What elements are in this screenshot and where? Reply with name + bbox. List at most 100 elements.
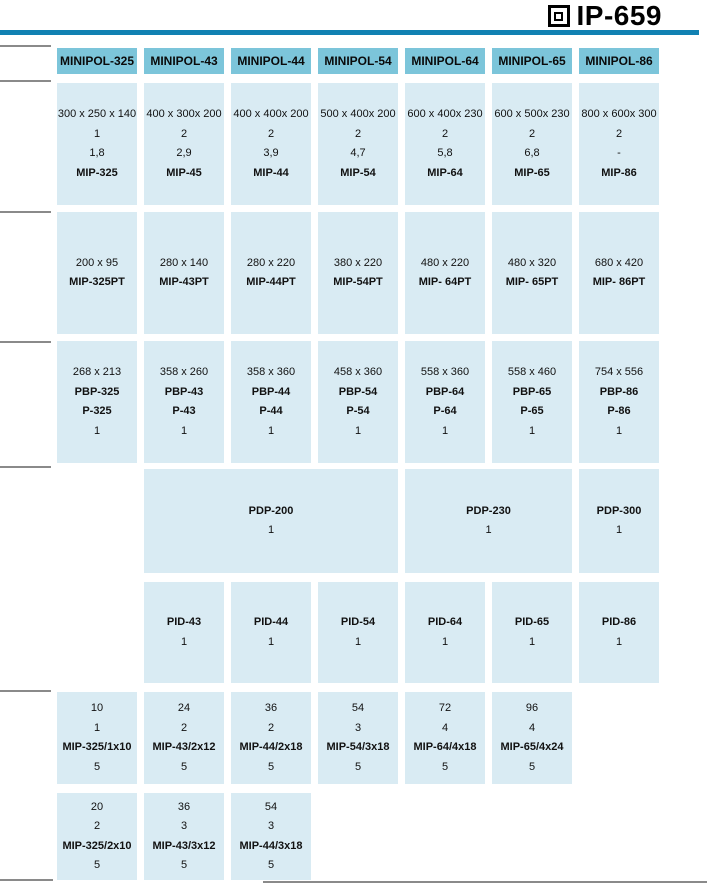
cell-line: 1 bbox=[267, 524, 275, 536]
cell-line: PID-54 bbox=[340, 616, 376, 628]
cell-line: 400 x 300x 200 bbox=[146, 108, 222, 120]
cell-line: P-325 bbox=[82, 405, 112, 417]
table-row: PDP-200 1 PDP-230 1 PDP-300 1 bbox=[57, 469, 659, 573]
cell-line: MIP-325PT bbox=[69, 276, 125, 288]
cell-line: 300 x 250 x 140 bbox=[57, 108, 137, 120]
cell-line: PDP-200 bbox=[248, 504, 294, 517]
cell-line: 6,8 bbox=[524, 147, 540, 159]
cell-line: 5 bbox=[93, 859, 101, 871]
table-cell: PID-65 1 bbox=[492, 582, 572, 683]
cell-line: MIP-43/3x12 bbox=[152, 839, 216, 852]
cell-line: 400 x 400x 200 bbox=[233, 108, 309, 120]
cell-line: PID-43 bbox=[166, 616, 202, 628]
table-header-row: MINIPOL-325 MINIPOL-43 MINIPOL-44 MINIPOL-5… bbox=[57, 48, 659, 74]
cell-line: MIP-54/3x18 bbox=[326, 741, 390, 753]
cell-line: 2 bbox=[180, 721, 188, 734]
cell-line: 1 bbox=[267, 635, 275, 648]
table-cell: PID-43 1 bbox=[144, 582, 224, 683]
table-cell: 558 x 360 PBP-64 P-64 1 bbox=[405, 341, 485, 463]
cell-line: 72 bbox=[438, 702, 452, 714]
cell-line: 1 bbox=[354, 635, 362, 648]
cell-line: PID-86 bbox=[601, 616, 637, 628]
table-cell: PID-64 1 bbox=[405, 582, 485, 683]
cell-line: 3 bbox=[267, 820, 275, 832]
cell-line: 1 bbox=[441, 424, 449, 437]
cell-line: PDP-230 bbox=[466, 504, 511, 517]
cell-line: 280 x 220 bbox=[246, 256, 296, 269]
cell-line: PBP-65 bbox=[512, 385, 552, 398]
table-row: 300 x 250 x 140 1 1,8 MIP-325 400 x 300x 200… bbox=[57, 83, 659, 205]
cell-line: 2 bbox=[354, 127, 362, 140]
cell-line: 280 x 140 bbox=[159, 256, 209, 269]
table-cell: 400 x 300x 200 2 2,9 MIP-45 bbox=[144, 83, 224, 205]
table-row: 20 2 MIP-325/2x10 5 36 3 MIP-43/3x12 5 54 3 MIP-44… bbox=[57, 793, 659, 880]
table-cell: 10 1 MIP-325/1x10 5 bbox=[57, 692, 137, 784]
table-cell: 500 x 400x 200 2 4,7 MIP-54 bbox=[318, 83, 398, 205]
cell-line: MIP-43/2x12 bbox=[152, 741, 216, 753]
table-cell: PID-86 1 bbox=[579, 582, 659, 683]
cell-line: 5 bbox=[180, 760, 188, 773]
cell-line: P-86 bbox=[607, 405, 631, 417]
table-cell: 36 3 MIP-43/3x12 5 bbox=[144, 793, 224, 880]
cell-line: 54 bbox=[351, 702, 365, 714]
table-cell: 24 2 MIP-43/2x12 5 bbox=[144, 692, 224, 784]
cell-line: 1 bbox=[93, 721, 101, 734]
cell-line: 458 x 360 bbox=[333, 366, 383, 378]
cell-line: MIP-44PT bbox=[246, 276, 296, 288]
cell-line: 4 bbox=[441, 721, 449, 734]
table-cell: PID-44 1 bbox=[231, 582, 311, 683]
table-cell: 200 x 95 MIP-325PT bbox=[57, 212, 137, 334]
table-cell: 54 3 MIP-44/3x18 5 bbox=[231, 793, 311, 880]
page-title: IP-659 bbox=[576, 0, 662, 31]
cell-line: PID-65 bbox=[514, 616, 550, 628]
table-cell: PID-54 1 bbox=[318, 582, 398, 683]
table-cell: 54 3 MIP-54/3x18 5 bbox=[318, 692, 398, 784]
cell-line: 5 bbox=[267, 859, 275, 871]
cell-line: MIP-44/2x18 bbox=[239, 741, 303, 753]
cell-line: 358 x 360 bbox=[246, 366, 296, 378]
cell-line: 1 bbox=[615, 524, 623, 536]
cell-line: PDP-300 bbox=[596, 504, 642, 517]
table-cell: PDP-300 1 bbox=[579, 469, 659, 573]
cell-line: 1 bbox=[615, 424, 623, 437]
cell-line: 36 bbox=[177, 800, 191, 813]
cell-line: MIP-65/4x24 bbox=[500, 741, 564, 753]
cell-line: 1 bbox=[485, 524, 492, 536]
cell-line: MIP-64 bbox=[427, 166, 463, 179]
cell-line: 480 x 220 bbox=[420, 256, 470, 269]
cell-line: 558 x 360 bbox=[420, 366, 470, 378]
cell-line: 600 x 400x 230 bbox=[407, 108, 483, 120]
table-row: 268 x 213 PBP-325 P-325 1 358 x 260 PBP-43 P-4… bbox=[57, 341, 659, 463]
cell-line: 5 bbox=[180, 859, 188, 871]
table-cell: 72 4 MIP-64/4x18 5 bbox=[405, 692, 485, 784]
row-separator-line bbox=[0, 879, 53, 881]
table-cell: 20 2 MIP-325/2x10 5 bbox=[57, 793, 137, 880]
cell-line: 480 x 320 bbox=[507, 256, 557, 269]
cell-line: 5,8 bbox=[437, 147, 453, 159]
column-header: MINIPOL-43 bbox=[144, 48, 224, 74]
cell-line: MIP-65 bbox=[514, 166, 550, 179]
cell-line: MIP-325/2x10 bbox=[62, 839, 132, 852]
cell-line: 2 bbox=[93, 820, 101, 832]
cell-line: 5 bbox=[441, 760, 449, 773]
cell-line: MIP-43PT bbox=[159, 276, 209, 288]
cell-line: 1 bbox=[528, 424, 536, 437]
cell-line: 5 bbox=[354, 760, 362, 773]
table-cell: 480 x 220 MIP- 64PT bbox=[405, 212, 485, 334]
table-row: 10 1 MIP-325/1x10 5 24 2 MIP-43/2x12 5 36 2 MIP-44… bbox=[57, 692, 659, 784]
table-cell: 358 x 260 PBP-43 P-43 1 bbox=[144, 341, 224, 463]
cell-line: MIP-44 bbox=[253, 166, 289, 179]
double-insulation-icon-inner bbox=[554, 11, 563, 21]
table-cell: 380 x 220 MIP-54PT bbox=[318, 212, 398, 334]
cell-line: 1 bbox=[354, 424, 362, 437]
cell-line: MIP-54 bbox=[340, 166, 376, 179]
bottom-border-line bbox=[263, 881, 707, 883]
cell-line: - bbox=[617, 147, 621, 159]
cell-line: 3,9 bbox=[263, 147, 279, 159]
cell-line: 268 x 213 bbox=[72, 366, 122, 378]
cell-line: PBP-64 bbox=[425, 385, 465, 398]
page-header: IP-659 bbox=[547, 0, 663, 31]
cell-line: 5 bbox=[93, 760, 101, 773]
product-table: MINIPOL-325 MINIPOL-43 MINIPOL-44 MINIPOL-5… bbox=[57, 48, 659, 880]
table-cell: 480 x 320 MIP- 65PT bbox=[492, 212, 572, 334]
